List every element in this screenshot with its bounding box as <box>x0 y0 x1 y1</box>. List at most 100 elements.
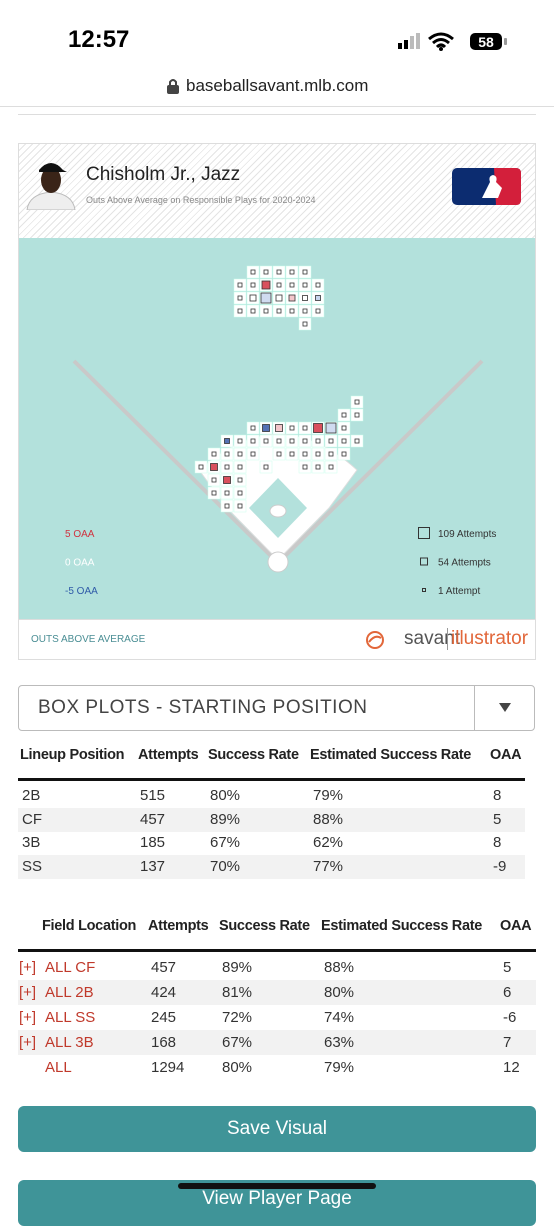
home-indicator <box>178 1183 376 1189</box>
location-link: ALL 3B <box>45 1034 94 1051</box>
column-header: Attempts <box>138 747 199 763</box>
table-cell: 88% <box>313 810 344 828</box>
color-legend-label: 5 OAA <box>65 529 95 540</box>
cell <box>325 422 337 434</box>
dropdown-arrow <box>499 703 511 712</box>
table-cell: 168 <box>151 1034 177 1051</box>
cell <box>341 425 347 431</box>
column-header: Estimated Success Rate <box>310 747 472 763</box>
row-shade <box>18 855 525 880</box>
cell <box>315 464 321 470</box>
cell <box>211 451 217 457</box>
cell <box>354 438 360 444</box>
cell <box>262 424 270 432</box>
color-legend-label: 0 OAA <box>65 558 95 569</box>
table-cell: 3B <box>22 834 41 852</box>
page: {"status_bar":{"time":"12:57","battery":… <box>0 26 554 1226</box>
table-cell: 12 <box>503 1059 520 1076</box>
table-cell: 245 <box>151 1009 177 1026</box>
cell <box>224 438 230 444</box>
table-cell: 457 <box>140 810 166 828</box>
cell <box>302 269 308 275</box>
cell <box>275 294 283 302</box>
cell <box>289 438 295 444</box>
column-header: Estimated Success Rate <box>321 918 483 934</box>
table-cell: 515 <box>140 787 166 804</box>
cell <box>237 464 243 470</box>
cell <box>276 269 282 275</box>
cell <box>224 490 230 496</box>
cell <box>249 294 257 302</box>
table-cell: 8 <box>493 834 502 852</box>
cell <box>237 438 243 444</box>
table-cell: 67% <box>222 1034 253 1051</box>
table-cell: 5 <box>493 810 502 828</box>
location-link: ALL 2B <box>45 984 94 1001</box>
table-cell: 6 <box>503 984 512 1001</box>
cell <box>354 412 360 418</box>
cell <box>276 282 282 288</box>
expand-toggle[interactable]: [+] <box>19 1034 37 1051</box>
cell <box>313 423 323 433</box>
table-cell: 79% <box>313 787 344 804</box>
cell <box>250 438 256 444</box>
cell <box>341 451 347 457</box>
cell <box>289 282 295 288</box>
cell <box>211 477 217 483</box>
size-legend-label: 109 Attempts <box>438 529 496 540</box>
column-header: Attempts <box>148 918 209 934</box>
status-icons: 58 <box>398 32 507 51</box>
cell <box>302 438 308 444</box>
column-header: Success Rate <box>219 918 310 934</box>
cell <box>263 308 269 314</box>
cell <box>302 451 308 457</box>
header-rule <box>18 778 525 781</box>
divider <box>18 114 536 115</box>
expand-toggle[interactable]: [+] <box>19 1009 37 1026</box>
subtitle: Outs Above Average on Responsible Plays … <box>86 195 316 205</box>
table-cell: 457 <box>151 959 177 976</box>
cell <box>263 438 269 444</box>
cell <box>224 503 230 509</box>
cell <box>237 503 243 509</box>
cell <box>288 294 296 302</box>
cell <box>198 464 204 470</box>
cell <box>261 280 271 290</box>
column-header: Field Location <box>42 918 137 934</box>
cell <box>302 464 308 470</box>
cell <box>302 282 308 288</box>
cell <box>289 451 295 457</box>
location-link: ALL SS <box>45 1009 96 1026</box>
column-header: Success Rate <box>208 747 299 763</box>
table-cell: 5 <box>503 959 512 976</box>
cell <box>315 282 321 288</box>
cell <box>289 425 295 431</box>
cell <box>210 463 218 471</box>
url[interactable]: baseballsavant.mlb.com <box>186 76 369 95</box>
cell <box>275 424 283 432</box>
column-header: Lineup Position <box>20 747 125 763</box>
size-legend-label: 1 Attempt <box>438 586 480 597</box>
clock: 12:57 <box>68 26 130 53</box>
save-visual-button[interactable]: Save Visual <box>18 1106 536 1152</box>
table-cell: 2B <box>22 787 41 804</box>
cell <box>250 425 256 431</box>
expand-toggle[interactable]: [+] <box>19 959 37 976</box>
table-cell: SS <box>22 858 43 876</box>
cell <box>302 425 308 431</box>
dropdown-separator <box>474 686 475 730</box>
location-link: ALL CF <box>45 959 96 976</box>
cell <box>250 451 256 457</box>
cell <box>341 438 347 444</box>
size-legend-swatch <box>420 557 428 566</box>
cell <box>315 451 321 457</box>
column-header: OAA <box>500 918 532 934</box>
legend-title: OUTS ABOVE AVERAGE <box>31 634 146 645</box>
expand-toggle[interactable]: [+] <box>19 984 37 1001</box>
cell <box>328 438 334 444</box>
table-cell: 137 <box>140 858 166 876</box>
dropdown[interactable]: BOX PLOTS - STARTING POSITION <box>18 685 535 731</box>
cell <box>224 464 230 470</box>
size-legend-swatch <box>418 527 430 539</box>
table-cell: 80% <box>324 984 355 1001</box>
